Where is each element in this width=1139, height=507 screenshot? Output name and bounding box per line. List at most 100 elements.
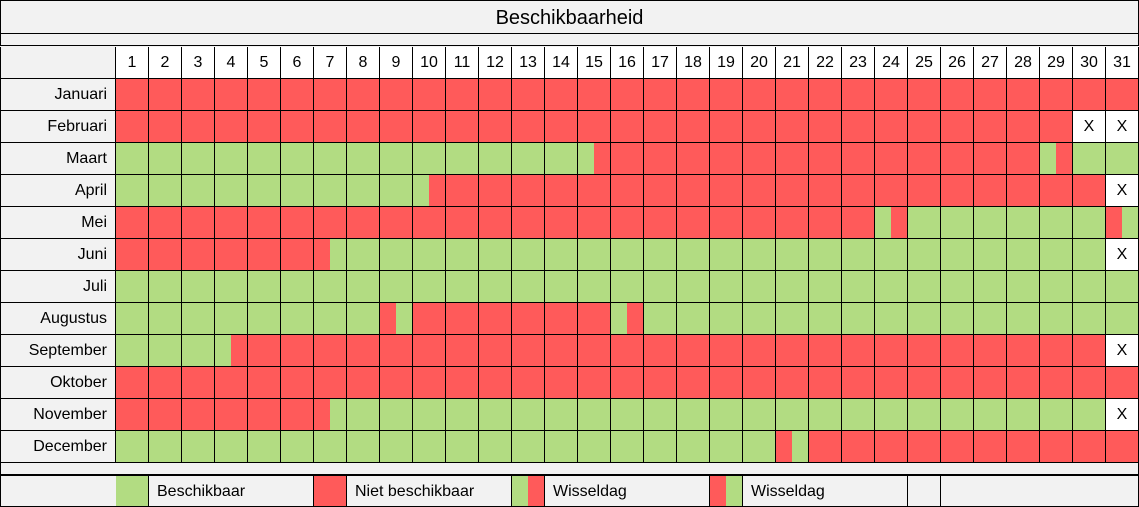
day-cell-unavailable[interactable] bbox=[875, 431, 908, 463]
day-cell-unavailable[interactable] bbox=[446, 335, 479, 367]
day-cell-available[interactable] bbox=[314, 271, 347, 303]
day-cell-switch-red-green[interactable] bbox=[776, 431, 809, 463]
day-cell-unavailable[interactable] bbox=[116, 207, 149, 239]
day-cell-unavailable[interactable] bbox=[611, 175, 644, 207]
day-cell-available[interactable] bbox=[1040, 271, 1073, 303]
day-cell-unavailable[interactable] bbox=[281, 207, 314, 239]
day-cell-unavailable[interactable] bbox=[941, 143, 974, 175]
day-cell-available[interactable] bbox=[941, 239, 974, 271]
day-cell-unavailable[interactable] bbox=[875, 111, 908, 143]
day-cell-unavailable[interactable] bbox=[842, 335, 875, 367]
day-cell-unavailable[interactable] bbox=[281, 335, 314, 367]
day-cell-unavailable[interactable] bbox=[875, 143, 908, 175]
day-cell-unavailable[interactable] bbox=[314, 335, 347, 367]
day-cell-available[interactable] bbox=[1007, 399, 1040, 431]
day-cell-available[interactable] bbox=[413, 431, 446, 463]
day-cell-unavailable[interactable] bbox=[281, 79, 314, 111]
day-cell-available[interactable] bbox=[248, 143, 281, 175]
day-cell-available[interactable] bbox=[347, 303, 380, 335]
day-cell-available[interactable] bbox=[347, 239, 380, 271]
day-cell-unavailable[interactable] bbox=[479, 175, 512, 207]
day-cell-available[interactable] bbox=[512, 143, 545, 175]
day-cell-unavailable[interactable] bbox=[809, 367, 842, 399]
day-cell-unavailable[interactable] bbox=[380, 367, 413, 399]
day-cell-unavailable[interactable] bbox=[776, 335, 809, 367]
day-cell-unavailable[interactable] bbox=[281, 399, 314, 431]
day-cell-available[interactable] bbox=[281, 431, 314, 463]
day-cell-available[interactable] bbox=[908, 271, 941, 303]
day-cell-available[interactable] bbox=[974, 303, 1007, 335]
day-cell-available[interactable] bbox=[1106, 143, 1139, 175]
day-cell-unavailable[interactable] bbox=[842, 79, 875, 111]
day-cell-unavailable[interactable] bbox=[1040, 79, 1073, 111]
day-cell-available[interactable] bbox=[1040, 239, 1073, 271]
day-cell-available[interactable] bbox=[611, 239, 644, 271]
day-cell-unavailable[interactable] bbox=[710, 207, 743, 239]
day-cell-available[interactable] bbox=[941, 207, 974, 239]
day-cell-unavailable[interactable] bbox=[446, 303, 479, 335]
day-cell-available[interactable] bbox=[248, 271, 281, 303]
day-cell-unavailable[interactable] bbox=[149, 207, 182, 239]
day-cell-available[interactable] bbox=[743, 303, 776, 335]
day-cell-available[interactable] bbox=[941, 399, 974, 431]
day-cell-available[interactable] bbox=[710, 399, 743, 431]
day-cell-available[interactable] bbox=[611, 271, 644, 303]
day-cell-unavailable[interactable] bbox=[149, 367, 182, 399]
day-cell-unavailable[interactable] bbox=[347, 79, 380, 111]
day-cell-switch-red-green[interactable] bbox=[314, 239, 347, 271]
day-cell-unavailable[interactable] bbox=[314, 367, 347, 399]
day-cell-available[interactable] bbox=[545, 239, 578, 271]
day-cell-unavailable[interactable] bbox=[545, 79, 578, 111]
day-cell-available[interactable] bbox=[908, 207, 941, 239]
day-cell-unavailable[interactable] bbox=[809, 175, 842, 207]
day-cell-unavailable[interactable] bbox=[1106, 367, 1139, 399]
day-cell-available[interactable] bbox=[578, 431, 611, 463]
day-cell-available[interactable] bbox=[479, 143, 512, 175]
day-cell-unavailable[interactable] bbox=[248, 207, 281, 239]
day-cell-unavailable[interactable] bbox=[281, 367, 314, 399]
day-cell-unavailable[interactable] bbox=[1073, 431, 1106, 463]
day-cell-unavailable[interactable] bbox=[479, 303, 512, 335]
day-cell-available[interactable] bbox=[545, 431, 578, 463]
day-cell-unavailable[interactable] bbox=[248, 79, 281, 111]
day-cell-unavailable[interactable] bbox=[446, 175, 479, 207]
day-cell-available[interactable] bbox=[446, 399, 479, 431]
day-cell-switch-red-green[interactable] bbox=[380, 303, 413, 335]
day-cell-available[interactable] bbox=[677, 271, 710, 303]
day-cell-available[interactable] bbox=[116, 143, 149, 175]
day-cell-unavailable[interactable] bbox=[677, 335, 710, 367]
day-cell-unavailable[interactable] bbox=[809, 335, 842, 367]
day-cell-available[interactable] bbox=[677, 399, 710, 431]
day-cell-available[interactable] bbox=[446, 239, 479, 271]
day-cell-unavailable[interactable] bbox=[116, 111, 149, 143]
day-cell-unavailable[interactable] bbox=[347, 111, 380, 143]
day-cell-unavailable[interactable] bbox=[908, 431, 941, 463]
day-cell-available[interactable] bbox=[182, 335, 215, 367]
day-cell-switch-green-red[interactable] bbox=[875, 207, 908, 239]
day-cell-unavailable[interactable] bbox=[149, 239, 182, 271]
day-cell-available[interactable] bbox=[1073, 271, 1106, 303]
day-cell-available[interactable] bbox=[413, 239, 446, 271]
day-cell-unavailable[interactable] bbox=[677, 143, 710, 175]
day-cell-unavailable[interactable] bbox=[578, 367, 611, 399]
day-cell-available[interactable] bbox=[908, 239, 941, 271]
day-cell-available[interactable] bbox=[347, 271, 380, 303]
day-cell-available[interactable] bbox=[1007, 271, 1040, 303]
day-cell-available[interactable] bbox=[644, 303, 677, 335]
day-cell-unavailable[interactable] bbox=[578, 111, 611, 143]
day-cell-unavailable[interactable] bbox=[908, 111, 941, 143]
day-cell-unavailable[interactable] bbox=[512, 175, 545, 207]
day-cell-unavailable[interactable] bbox=[314, 111, 347, 143]
day-cell-unavailable[interactable] bbox=[677, 79, 710, 111]
day-cell-unavailable[interactable] bbox=[1073, 367, 1106, 399]
day-cell-unavailable[interactable] bbox=[974, 367, 1007, 399]
day-cell-unavailable[interactable] bbox=[446, 79, 479, 111]
day-cell-available[interactable] bbox=[281, 175, 314, 207]
day-cell-unavailable[interactable] bbox=[545, 335, 578, 367]
day-cell-unavailable[interactable] bbox=[941, 111, 974, 143]
day-cell-unavailable[interactable] bbox=[479, 79, 512, 111]
day-cell-unavailable[interactable] bbox=[1073, 79, 1106, 111]
day-cell-unavailable[interactable] bbox=[644, 367, 677, 399]
day-cell-available[interactable] bbox=[710, 271, 743, 303]
day-cell-available[interactable] bbox=[875, 271, 908, 303]
